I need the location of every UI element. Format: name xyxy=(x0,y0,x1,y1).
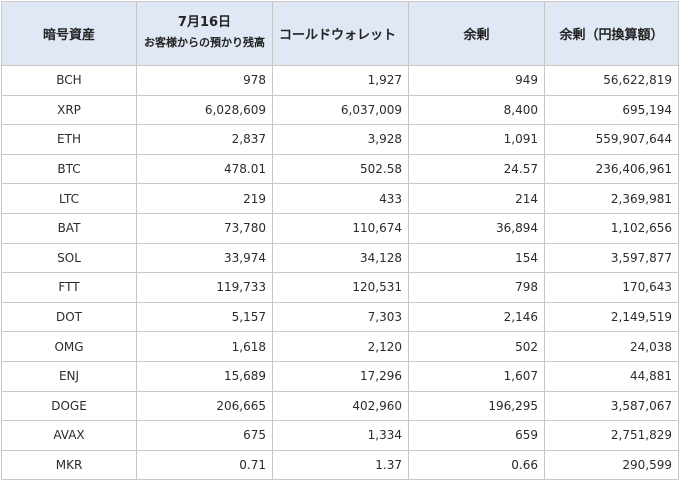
header-date: 7月16日 xyxy=(177,14,232,30)
cell-surplus-yen: 170,643 xyxy=(544,272,679,303)
header-customer-label: お客様からの預かり残高 xyxy=(144,35,265,49)
cell-surplus-yen: 2,751,829 xyxy=(544,420,679,451)
cell-cold-wallet: 17,296 xyxy=(272,360,409,392)
cell-surplus-yen: 236,406,961 xyxy=(544,153,679,185)
cell-surplus: 8,400 xyxy=(408,94,545,126)
header-customer-balance: 7月16日 お客様からの預かり残高 xyxy=(136,1,273,66)
cell-customer-balance: 1,618 xyxy=(136,331,273,362)
cell-surplus-yen: 1,102,656 xyxy=(544,212,679,244)
cell-asset: XRP xyxy=(1,94,137,126)
table-row: XRP 6,028,609 6,037,009 8,400 695,194 xyxy=(1,94,679,126)
cell-asset: BCH xyxy=(1,65,137,96)
cell-customer-balance: 15,689 xyxy=(136,360,273,392)
cell-customer-balance: 206,665 xyxy=(136,390,273,422)
cell-asset: ETH xyxy=(1,124,137,155)
cell-cold-wallet: 120,531 xyxy=(272,272,409,303)
header-cold-wallet: コールドウォレット xyxy=(272,1,409,66)
table-row: BAT 73,780 110,674 36,894 1,102,656 xyxy=(1,212,679,244)
cell-surplus: 196,295 xyxy=(408,390,545,422)
cell-customer-balance: 978 xyxy=(136,65,273,96)
cell-cold-wallet: 502.58 xyxy=(272,153,409,185)
cell-surplus-yen: 290,599 xyxy=(544,449,679,481)
cell-customer-balance: 6,028,609 xyxy=(136,94,273,126)
cell-customer-balance: 478.01 xyxy=(136,153,273,185)
cell-asset: LTC xyxy=(1,183,137,214)
cell-surplus: 949 xyxy=(408,65,545,96)
cell-surplus: 24.57 xyxy=(408,153,545,185)
cell-cold-wallet: 110,674 xyxy=(272,212,409,244)
table-row: MKR 0.71 1.37 0.66 290,599 xyxy=(1,449,679,481)
cell-cold-wallet: 6,037,009 xyxy=(272,94,409,126)
cell-cold-wallet: 1.37 xyxy=(272,449,409,481)
cell-customer-balance: 2,837 xyxy=(136,124,273,155)
cell-asset: AVAX xyxy=(1,420,137,451)
cell-surplus-yen: 3,587,067 xyxy=(544,390,679,422)
cell-asset: BAT xyxy=(1,212,137,244)
table-body: BCH 978 1,927 949 56,622,819 XRP 6,028,609 6,03… xyxy=(1,65,679,481)
cell-surplus: 1,607 xyxy=(408,360,545,392)
cell-asset: BTC xyxy=(1,153,137,185)
cell-asset: SOL xyxy=(1,242,137,274)
cell-surplus-yen: 3,597,877 xyxy=(544,242,679,274)
cell-asset: DOT xyxy=(1,301,137,333)
cell-surplus: 154 xyxy=(408,242,545,274)
table-row: FTT 119,733 120,531 798 170,643 xyxy=(1,272,679,303)
table-header: 暗号資産 7月16日 お客様からの預かり残高 コールドウォレット 余剰 余剰（円… xyxy=(1,1,679,66)
cell-customer-balance: 675 xyxy=(136,420,273,451)
cell-surplus-yen: 559,907,644 xyxy=(544,124,679,155)
cell-surplus-yen: 56,622,819 xyxy=(544,65,679,96)
cell-customer-balance: 0.71 xyxy=(136,449,273,481)
cell-customer-balance: 219 xyxy=(136,183,273,214)
cell-cold-wallet: 7,303 xyxy=(272,301,409,333)
table-row: DOGE 206,665 402,960 196,295 3,587,067 xyxy=(1,390,679,422)
cell-asset: MKR xyxy=(1,449,137,481)
crypto-reserve-table: 暗号資産 7月16日 お客様からの預かり残高 コールドウォレット 余剰 余剰（円… xyxy=(1,1,679,481)
header-surplus: 余剰 xyxy=(408,1,545,66)
cell-surplus-yen: 2,149,519 xyxy=(544,301,679,333)
cell-cold-wallet: 1,927 xyxy=(272,65,409,96)
cell-surplus: 214 xyxy=(408,183,545,214)
table-row: DOT 5,157 7,303 2,146 2,149,519 xyxy=(1,301,679,333)
cell-surplus-yen: 24,038 xyxy=(544,331,679,362)
cell-asset: DOGE xyxy=(1,390,137,422)
cell-cold-wallet: 402,960 xyxy=(272,390,409,422)
cell-surplus: 2,146 xyxy=(408,301,545,333)
table-row: AVAX 675 1,334 659 2,751,829 xyxy=(1,420,679,451)
cell-cold-wallet: 1,334 xyxy=(272,420,409,451)
table-row: BTC 478.01 502.58 24.57 236,406,961 xyxy=(1,153,679,185)
cell-cold-wallet: 34,128 xyxy=(272,242,409,274)
cell-surplus: 0.66 xyxy=(408,449,545,481)
cell-asset: FTT xyxy=(1,272,137,303)
table-row: OMG 1,618 2,120 502 24,038 xyxy=(1,331,679,362)
cell-surplus: 502 xyxy=(408,331,545,362)
cell-cold-wallet: 3,928 xyxy=(272,124,409,155)
cell-asset: OMG xyxy=(1,331,137,362)
cell-surplus-yen: 695,194 xyxy=(544,94,679,126)
cell-customer-balance: 5,157 xyxy=(136,301,273,333)
cell-cold-wallet: 2,120 xyxy=(272,331,409,362)
cell-cold-wallet: 433 xyxy=(272,183,409,214)
cell-surplus-yen: 44,881 xyxy=(544,360,679,392)
cell-surplus: 1,091 xyxy=(408,124,545,155)
cell-customer-balance: 119,733 xyxy=(136,272,273,303)
table-row: ENJ 15,689 17,296 1,607 44,881 xyxy=(1,360,679,392)
cell-customer-balance: 33,974 xyxy=(136,242,273,274)
cell-surplus: 36,894 xyxy=(408,212,545,244)
header-row: 暗号資産 7月16日 お客様からの預かり残高 コールドウォレット 余剰 余剰（円… xyxy=(1,1,679,66)
table-row: LTC 219 433 214 2,369,981 xyxy=(1,183,679,214)
table-row: ETH 2,837 3,928 1,091 559,907,644 xyxy=(1,124,679,155)
cell-surplus: 798 xyxy=(408,272,545,303)
cell-customer-balance: 73,780 xyxy=(136,212,273,244)
table-row: BCH 978 1,927 949 56,622,819 xyxy=(1,65,679,96)
cell-surplus-yen: 2,369,981 xyxy=(544,183,679,214)
header-surplus-yen: 余剰（円換算額） xyxy=(544,1,679,66)
header-asset: 暗号資産 xyxy=(1,1,137,66)
table-row: SOL 33,974 34,128 154 3,597,877 xyxy=(1,242,679,274)
cell-asset: ENJ xyxy=(1,360,137,392)
cell-surplus: 659 xyxy=(408,420,545,451)
